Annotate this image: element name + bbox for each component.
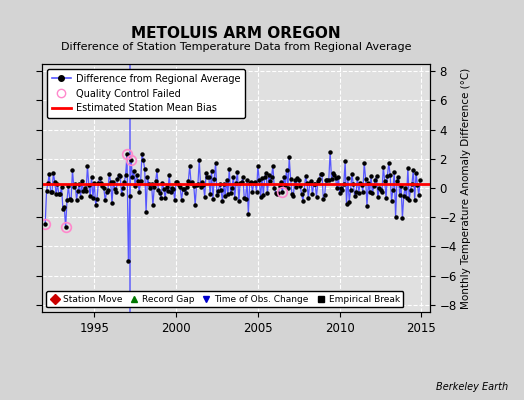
Legend: Station Move, Record Gap, Time of Obs. Change, Empirical Break: Station Move, Record Gap, Time of Obs. C… [47,291,403,308]
Text: Berkeley Earth: Berkeley Earth [436,382,508,392]
Text: Difference of Station Temperature Data from Regional Average: Difference of Station Temperature Data f… [61,42,411,52]
Text: METOLUIS ARM OREGON: METOLUIS ARM OREGON [131,26,341,41]
Y-axis label: Monthly Temperature Anomaly Difference (°C): Monthly Temperature Anomaly Difference (… [461,67,471,309]
